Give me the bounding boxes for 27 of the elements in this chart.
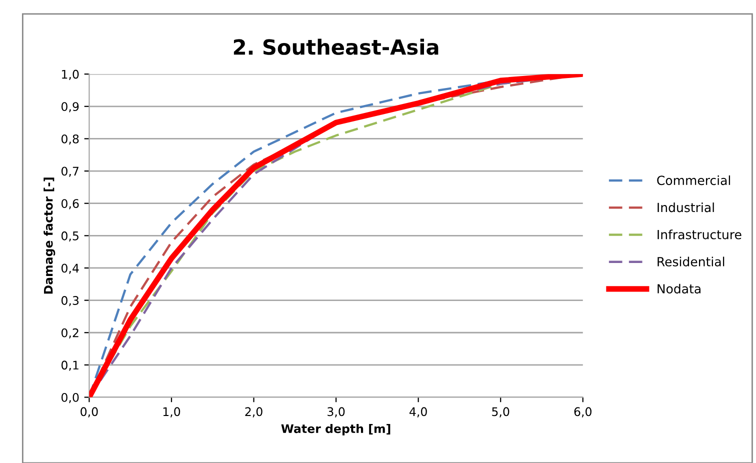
y-tick-label: 0,6 [61, 199, 79, 210]
y-tick-label: 0,2 [61, 328, 78, 338]
x-tick-label: 3,0 [328, 407, 345, 418]
x-tick-label: 2,0 [245, 407, 262, 418]
line-series [89, 74, 583, 398]
legend-label: Nodata [658, 284, 700, 294]
legend-label: Commercial [657, 175, 730, 186]
legend-label: Infrastructure [658, 230, 742, 240]
x-tick-label: 1,0 [163, 407, 180, 418]
x-tick-label: 0,0 [80, 407, 98, 418]
x-axis-title: Water depth [m] [281, 424, 390, 436]
x-tick-label: 4,0 [410, 407, 427, 418]
legend-label: Industrial [658, 202, 714, 212]
y-tick-label: 0,3 [61, 296, 79, 306]
x-tick-label: 6,0 [574, 407, 592, 418]
y-tick-label: 0,0 [61, 392, 79, 404]
y-tick-label: 1,0 [62, 70, 79, 80]
y-tick-label: 0,4 [61, 264, 79, 274]
x-tick-label: 5,0 [492, 407, 510, 418]
y-tick-label: 0,5 [61, 231, 78, 242]
y-tick-label: 0,8 [61, 134, 79, 145]
y-tick-label: 0,9 [61, 102, 79, 112]
y-tick-label: 0,1 [61, 360, 78, 371]
y-tick-label: 0,7 [61, 166, 78, 177]
chart-title: 2. Southeast-Asia [234, 38, 438, 55]
y-axis-title: Damage factor [-] [44, 178, 56, 294]
legend-label: Residential [658, 256, 724, 266]
